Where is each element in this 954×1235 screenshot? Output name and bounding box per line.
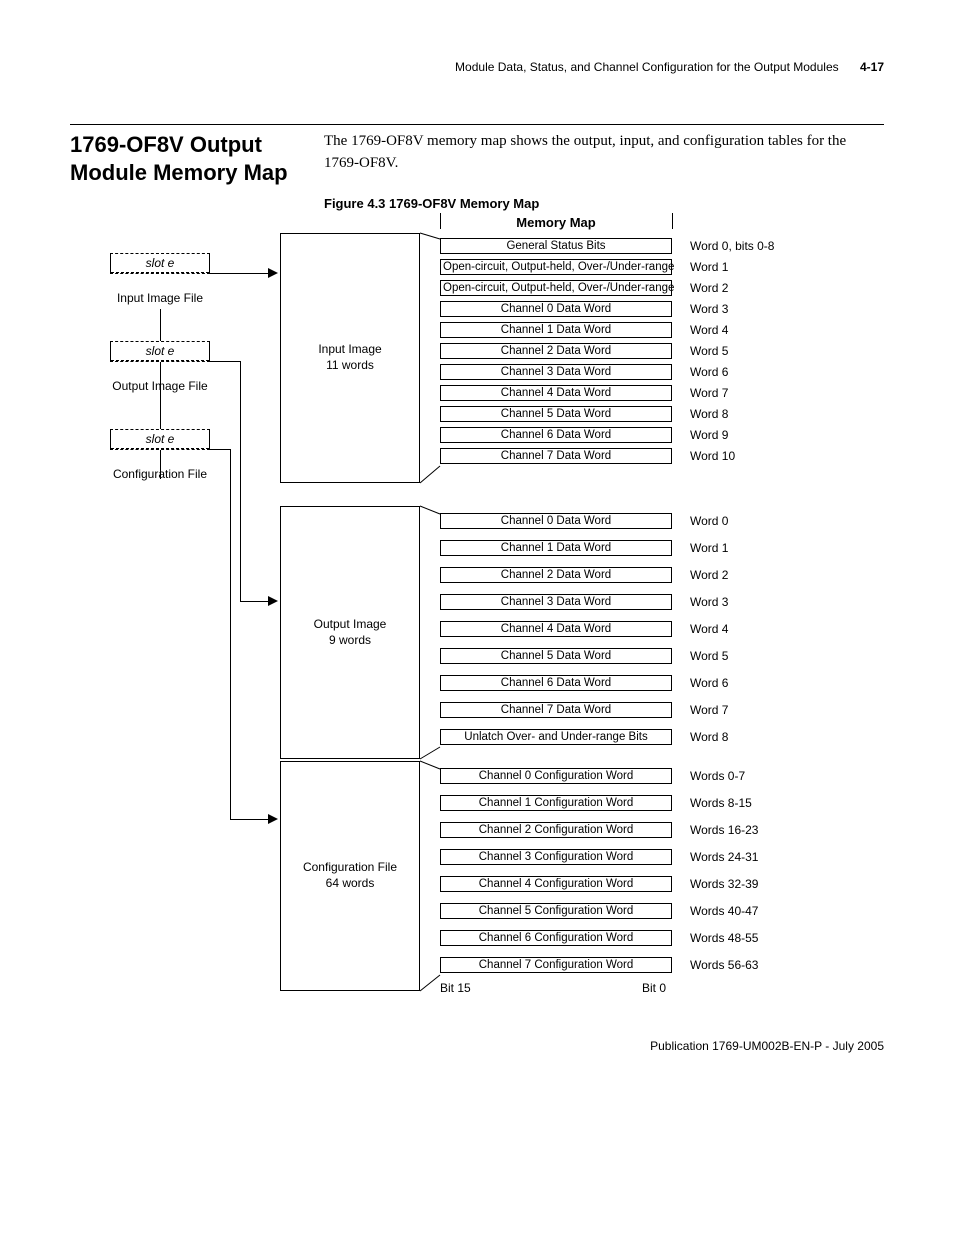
memmap-row-label: Word 0, bits 0-8 <box>690 239 774 253</box>
section-title: 1769-OF8V Output Module Memory Map <box>70 131 300 186</box>
memmap-row-label: Word 4 <box>690 622 728 636</box>
memmap-row-label: Words 0-7 <box>690 769 745 783</box>
midbox-line2: 11 words <box>281 358 419 374</box>
memmap-row: Channel 6 Configuration Word <box>440 930 672 946</box>
memmap-row-label: Words 8-15 <box>690 796 752 810</box>
memmap-row: Channel 7 Data Word <box>440 702 672 718</box>
page-number: 4-17 <box>860 60 884 74</box>
arrow-line <box>230 449 231 819</box>
memmap-row: Open-circuit, Output-held, Over-/Under-r… <box>440 259 672 275</box>
memmap-row-label: Word 3 <box>690 302 728 316</box>
memmap-row-label: Word 6 <box>690 365 728 379</box>
arrow-head-icon <box>268 268 278 278</box>
bus-vline <box>160 309 161 479</box>
memmap-row-label: Word 10 <box>690 449 735 463</box>
memmap-row-label: Word 5 <box>690 649 728 663</box>
memmap-row: Channel 3 Configuration Word <box>440 849 672 865</box>
memmap-row: Channel 2 Data Word <box>440 567 672 583</box>
midbox-line2: 64 words <box>281 876 419 892</box>
running-header: Module Data, Status, and Channel Configu… <box>70 60 884 74</box>
slot-label: slot e <box>111 342 209 361</box>
memmap-row-label: Word 7 <box>690 386 728 400</box>
arrow-line <box>210 449 230 450</box>
intro-paragraph: The 1769-OF8V memory map shows the outpu… <box>324 131 884 186</box>
memmap-row: Channel 7 Data Word <box>440 448 672 464</box>
memmap-row: Channel 5 Configuration Word <box>440 903 672 919</box>
memmap-row-label: Words 32-39 <box>690 877 758 891</box>
config-file-midbox: Configuration File 64 words <box>280 761 420 991</box>
slot-label: slot e <box>111 430 209 449</box>
config-file-box: slot e <box>110 429 210 450</box>
memmap-row-label: Words 24-31 <box>690 850 758 864</box>
memmap-row-label: Word 0 <box>690 514 728 528</box>
header-rule <box>70 124 884 125</box>
memmap-row: Open-circuit, Output-held, Over-/Under-r… <box>440 280 672 296</box>
memmap-row-label: Word 8 <box>690 407 728 421</box>
input-image-midbox: Input Image 11 words <box>280 233 420 483</box>
output-image-midbox: Output Image 9 words <box>280 506 420 759</box>
memory-map-title: Memory Map <box>440 215 672 230</box>
input-image-file-box: slot e <box>110 253 210 274</box>
arrow-head-icon <box>268 814 278 824</box>
bit0-label: Bit 0 <box>642 981 666 995</box>
arrow-head-icon <box>268 596 278 606</box>
memmap-row-label: Word 1 <box>690 541 728 555</box>
memmap-row: Channel 3 Data Word <box>440 364 672 380</box>
memmap-row-label: Words 56-63 <box>690 958 758 972</box>
memmap-row: Unlatch Over- and Under-range Bits <box>440 729 672 745</box>
midbox-line2: 9 words <box>281 633 419 649</box>
memmap-row-label: Word 2 <box>690 281 728 295</box>
arrow-line <box>210 361 240 362</box>
memmap-row: Channel 4 Data Word <box>440 621 672 637</box>
memmap-row-label: Words 16-23 <box>690 823 758 837</box>
output-image-file-box: slot e <box>110 341 210 362</box>
memmap-row: Channel 4 Configuration Word <box>440 876 672 892</box>
memmap-row: Channel 1 Data Word <box>440 540 672 556</box>
memmap-row-label: Word 9 <box>690 428 728 442</box>
memmap-row: Channel 2 Configuration Word <box>440 822 672 838</box>
output-image-file-label: Output Image File <box>110 379 210 394</box>
figure-caption: Figure 4.3 1769-OF8V Memory Map <box>324 196 884 211</box>
config-file-label: Configuration File <box>110 467 210 482</box>
memmap-row: Channel 1 Configuration Word <box>440 795 672 811</box>
publication-footer: Publication 1769-UM002B-EN-P - July 2005 <box>650 1039 884 1053</box>
arrow-line <box>210 273 270 274</box>
memmap-row: Channel 5 Data Word <box>440 648 672 664</box>
memmap-row: General Status Bits <box>440 238 672 254</box>
memmap-row-label: Word 7 <box>690 703 728 717</box>
midbox-line1: Output Image <box>281 617 419 633</box>
memmap-row-label: Word 1 <box>690 260 728 274</box>
memmap-row: Channel 6 Data Word <box>440 675 672 691</box>
memmap-row: Channel 0 Data Word <box>440 513 672 529</box>
memmap-row: Channel 6 Data Word <box>440 427 672 443</box>
arrow-line <box>240 601 270 602</box>
memmap-row: Channel 4 Data Word <box>440 385 672 401</box>
memmap-row-label: Words 40-47 <box>690 904 758 918</box>
memory-map-diagram: slot e Input Image File slot e Output Im… <box>70 213 884 1043</box>
memmap-row-label: Words 48-55 <box>690 931 758 945</box>
memmap-row: Channel 7 Configuration Word <box>440 957 672 973</box>
arrow-line <box>230 819 270 820</box>
memmap-row: Channel 3 Data Word <box>440 594 672 610</box>
memmap-row-label: Word 2 <box>690 568 728 582</box>
bit15-label: Bit 15 <box>440 981 471 995</box>
slot-label: slot e <box>111 254 209 273</box>
arrow-line <box>240 361 241 601</box>
memmap-row: Channel 1 Data Word <box>440 322 672 338</box>
memmap-row: Channel 0 Configuration Word <box>440 768 672 784</box>
frame-tick <box>672 213 673 229</box>
midbox-line1: Input Image <box>281 342 419 358</box>
memmap-row-label: Word 3 <box>690 595 728 609</box>
memmap-row-label: Word 8 <box>690 730 728 744</box>
memmap-row-label: Word 4 <box>690 323 728 337</box>
memmap-row: Channel 2 Data Word <box>440 343 672 359</box>
running-title: Module Data, Status, and Channel Configu… <box>455 60 839 74</box>
memmap-row: Channel 0 Data Word <box>440 301 672 317</box>
memmap-row-label: Word 5 <box>690 344 728 358</box>
midbox-line1: Configuration File <box>281 860 419 876</box>
memmap-row: Channel 5 Data Word <box>440 406 672 422</box>
memmap-row-label: Word 6 <box>690 676 728 690</box>
input-image-file-label: Input Image File <box>110 291 210 306</box>
